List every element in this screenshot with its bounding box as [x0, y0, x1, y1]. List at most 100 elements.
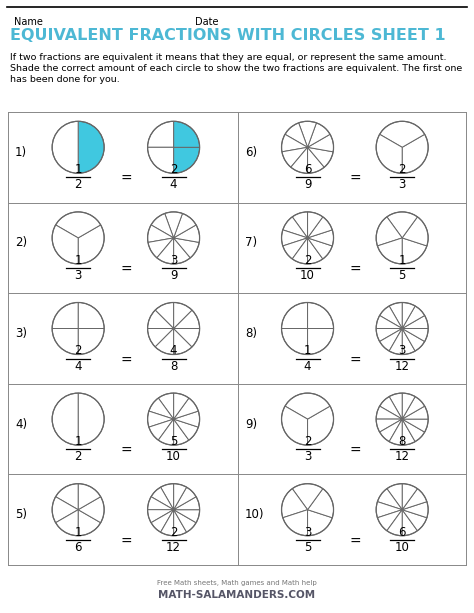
Text: MATH-SALAMANDERS.COM: MATH-SALAMANDERS.COM: [158, 590, 316, 600]
Text: Shade the correct amount of each circle to show the two fractions are equivalent: Shade the correct amount of each circle …: [10, 64, 462, 73]
Text: 9: 9: [170, 269, 177, 282]
Wedge shape: [151, 487, 173, 509]
Wedge shape: [402, 238, 427, 264]
Wedge shape: [155, 329, 173, 354]
Wedge shape: [299, 121, 317, 147]
Wedge shape: [78, 393, 104, 445]
Wedge shape: [282, 329, 308, 354]
Wedge shape: [173, 225, 200, 242]
Wedge shape: [402, 419, 428, 432]
Circle shape: [282, 302, 334, 354]
Wedge shape: [380, 329, 402, 351]
Circle shape: [282, 484, 334, 536]
Wedge shape: [78, 329, 104, 354]
Wedge shape: [173, 121, 200, 147]
Text: 12: 12: [166, 541, 181, 554]
Text: 2: 2: [170, 163, 177, 177]
Wedge shape: [376, 217, 402, 246]
Text: 9): 9): [245, 417, 257, 430]
Text: 4): 4): [15, 417, 27, 430]
Text: Free Math sheets, Math games and Math help: Free Math sheets, Math games and Math he…: [157, 580, 317, 586]
Text: 6: 6: [74, 541, 82, 554]
Wedge shape: [78, 121, 104, 173]
Text: 7): 7): [245, 237, 257, 249]
Text: Name: Name: [14, 17, 43, 27]
Wedge shape: [151, 509, 173, 532]
Wedge shape: [52, 497, 78, 523]
Wedge shape: [291, 147, 308, 173]
Wedge shape: [380, 397, 402, 419]
Text: 2: 2: [74, 450, 82, 463]
Wedge shape: [376, 501, 402, 518]
Wedge shape: [173, 419, 198, 440]
Wedge shape: [173, 238, 191, 264]
Wedge shape: [147, 310, 173, 329]
Wedge shape: [308, 230, 334, 246]
Wedge shape: [173, 393, 189, 419]
Text: =: =: [120, 444, 132, 458]
Text: 2: 2: [304, 435, 311, 448]
Wedge shape: [402, 393, 415, 419]
Wedge shape: [308, 509, 332, 536]
Text: 3): 3): [15, 327, 27, 340]
Wedge shape: [149, 419, 173, 440]
Wedge shape: [155, 302, 173, 329]
Wedge shape: [173, 238, 199, 258]
Wedge shape: [282, 134, 308, 152]
Wedge shape: [282, 489, 308, 518]
Wedge shape: [78, 497, 104, 523]
Wedge shape: [376, 134, 402, 173]
Wedge shape: [173, 398, 198, 419]
Wedge shape: [308, 302, 334, 329]
Circle shape: [282, 393, 334, 445]
Text: 4: 4: [74, 359, 82, 373]
Wedge shape: [377, 509, 402, 531]
Text: 12: 12: [395, 359, 410, 373]
Wedge shape: [148, 238, 173, 258]
Text: =: =: [349, 172, 361, 186]
Wedge shape: [147, 121, 173, 147]
Wedge shape: [78, 225, 104, 264]
Wedge shape: [292, 212, 308, 238]
Wedge shape: [282, 406, 308, 445]
Wedge shape: [402, 509, 418, 536]
Wedge shape: [389, 419, 402, 445]
Text: 2: 2: [399, 163, 406, 177]
Text: 3: 3: [304, 526, 311, 539]
Wedge shape: [158, 393, 173, 419]
Text: 3: 3: [170, 254, 177, 267]
Wedge shape: [161, 484, 173, 509]
Wedge shape: [387, 484, 402, 509]
Text: 2): 2): [15, 237, 27, 249]
Wedge shape: [158, 419, 173, 445]
Wedge shape: [292, 484, 323, 509]
Text: 4: 4: [170, 178, 177, 191]
Text: 2: 2: [304, 254, 311, 267]
Wedge shape: [52, 393, 78, 445]
Text: =: =: [349, 354, 361, 368]
Text: 1: 1: [399, 254, 406, 267]
Wedge shape: [173, 310, 200, 329]
Wedge shape: [376, 329, 402, 341]
Circle shape: [147, 393, 200, 445]
Wedge shape: [402, 419, 425, 441]
Text: 5: 5: [170, 435, 177, 448]
Text: 3: 3: [304, 450, 311, 463]
Wedge shape: [282, 147, 308, 167]
Wedge shape: [308, 489, 334, 518]
Wedge shape: [173, 213, 196, 238]
Wedge shape: [387, 212, 418, 238]
Wedge shape: [389, 393, 402, 419]
Text: =: =: [349, 444, 361, 458]
Circle shape: [147, 121, 200, 173]
Wedge shape: [55, 509, 78, 536]
Wedge shape: [52, 121, 78, 173]
Circle shape: [52, 484, 104, 536]
Text: =: =: [120, 354, 132, 368]
Text: =: =: [349, 263, 361, 277]
Text: 8: 8: [399, 435, 406, 448]
Wedge shape: [402, 406, 428, 419]
Circle shape: [52, 212, 104, 264]
Wedge shape: [283, 238, 308, 259]
Text: 4: 4: [170, 345, 177, 357]
